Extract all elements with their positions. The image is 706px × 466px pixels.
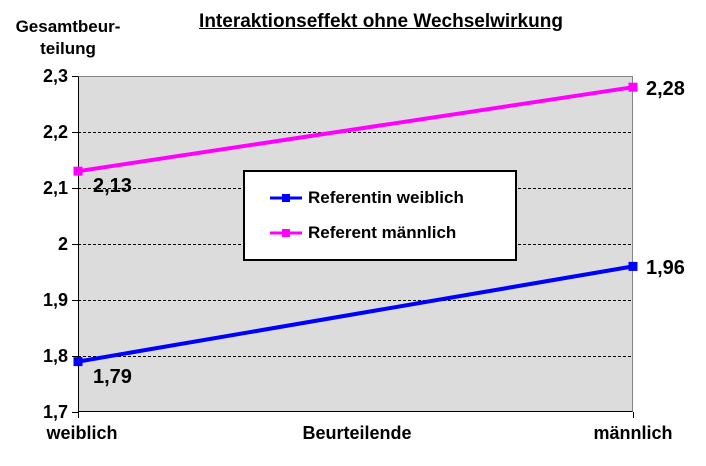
legend-item: Referent männlich	[269, 223, 515, 243]
legend: Referentin weiblich Referent männlich	[243, 170, 517, 261]
data-label: 2,13	[93, 175, 132, 198]
x-axis-title: Beurteilende	[302, 423, 412, 443]
y-tick-label: 2,2	[42, 122, 68, 142]
y-tick-label: 1,7	[42, 402, 68, 422]
x-category-right: männlich	[593, 423, 673, 443]
y-tick-label: 2,1	[42, 178, 68, 198]
x-category-left: weiblich	[46, 423, 118, 443]
y-tick-label: 2,3	[42, 66, 68, 86]
legend-item: Referentin weiblich	[269, 188, 515, 208]
y-tick-label: 1,9	[42, 290, 68, 310]
y-axis-title-line1: Gesamtbeur-	[15, 17, 121, 36]
data-label: 1,96	[646, 257, 685, 280]
y-tick-label: 2	[57, 234, 68, 254]
y-axis-title: Gesamtbeur- teilung	[6, 16, 130, 60]
data-label: 2,28	[646, 78, 685, 101]
y-axis-title-line2: teilung	[40, 39, 96, 58]
legend-marker-icon	[270, 193, 302, 202]
legend-label: Referent männlich	[308, 223, 457, 243]
chart-title: Interaktionseffekt ohne Wechselwirkung	[199, 11, 563, 32]
legend-marker-icon	[270, 229, 302, 238]
y-tick-label: 1,8	[42, 346, 68, 366]
data-label: 1,79	[93, 365, 132, 388]
legend-label: Referentin weiblich	[308, 187, 464, 207]
